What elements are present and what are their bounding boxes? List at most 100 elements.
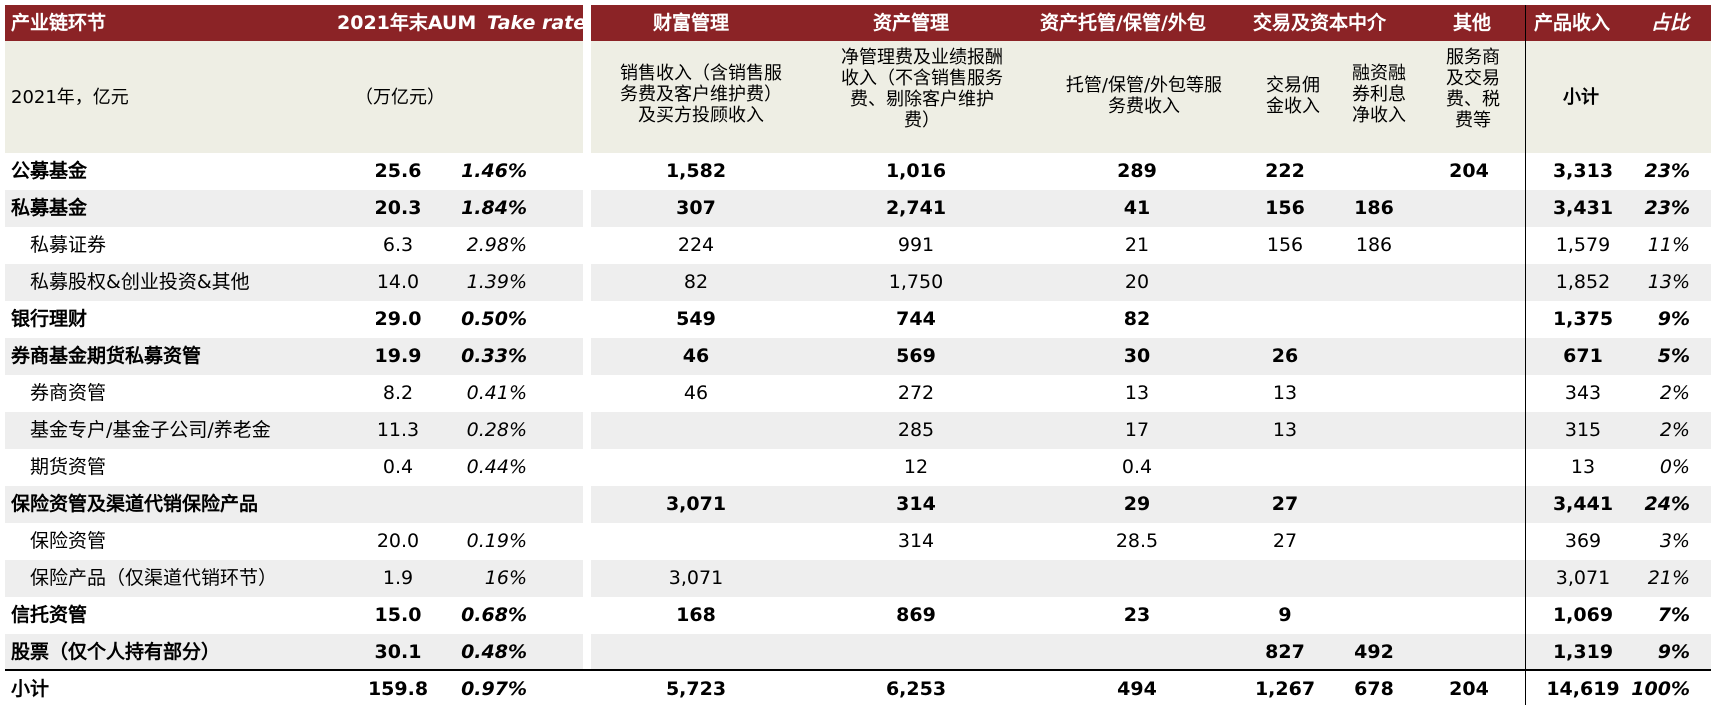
table-row: 股票（仅个人持有部分） 30.1 0.48% 827 492 1,319 9% xyxy=(5,634,1711,671)
cell-other xyxy=(1409,486,1529,523)
cell-other xyxy=(1409,227,1529,264)
cell-take: 0.50% xyxy=(461,308,527,330)
cell-asset: 272 xyxy=(897,382,935,404)
cell-custody: 17 xyxy=(1124,419,1150,441)
cell-aum: 20.3 xyxy=(374,197,422,219)
row-label: 券商资管 xyxy=(30,382,107,404)
row-label: 保险资管 xyxy=(30,530,107,552)
cell-other xyxy=(1409,597,1529,634)
cell-custody: 20 xyxy=(1124,271,1150,293)
asset-desc-line: 净管理费及业绩报酬 xyxy=(841,47,1003,68)
row-label: 小计 xyxy=(11,678,50,700)
cell-custody: 23 xyxy=(1123,604,1151,626)
cell-custody: 289 xyxy=(1117,160,1157,182)
cell-share: 24% xyxy=(1644,493,1690,515)
cell-revenue: 3,431 xyxy=(1552,197,1614,219)
row-label: 保险资管及渠道代销保险产品 xyxy=(11,493,259,515)
cell-asset: 569 xyxy=(896,345,936,367)
cell-commission: 1,267 xyxy=(1254,678,1316,700)
cell-aum: 25.6 xyxy=(374,160,422,182)
cell-revenue: 315 xyxy=(1564,419,1602,441)
row-label: 私募证券 xyxy=(30,234,107,256)
cell-revenue: 1,852 xyxy=(1555,271,1611,293)
cell-asset xyxy=(856,634,976,671)
cell-wealth: 5,723 xyxy=(665,678,727,700)
cell-take: 0.33% xyxy=(461,345,527,367)
other-desc-line: 费、税 xyxy=(1446,89,1500,110)
margin-desc-line: 净收入 xyxy=(1352,105,1406,126)
cell-aum: 14.0 xyxy=(376,271,420,293)
cell-wealth: 46 xyxy=(683,382,709,404)
cell-share: 2% xyxy=(1659,382,1690,404)
cell-take: 1.39% xyxy=(466,271,527,293)
cell-wealth: 3,071 xyxy=(668,567,724,589)
table-row: 私募股权&创业投资&其他 14.0 1.39% 82 1,750 20 1,852 13% xyxy=(5,264,1711,301)
cell-wealth xyxy=(636,449,756,486)
cell-take: 1.46% xyxy=(461,160,527,182)
asset-desc: 净管理费及业绩报酬 收入（不含销售服务 费、剔除客户维护 费） xyxy=(813,47,1031,131)
cell-commission: 13 xyxy=(1272,419,1298,441)
cell-share: 11% xyxy=(1647,234,1690,256)
cell-other xyxy=(1409,301,1529,338)
cell-take: 0.44% xyxy=(466,456,527,478)
row-label: 银行理财 xyxy=(11,308,88,330)
cell-asset: 6,253 xyxy=(885,678,947,700)
cell-commission: 27 xyxy=(1272,530,1298,552)
cell-take: 0.41% xyxy=(466,382,527,404)
header-asset: 资产管理 xyxy=(873,12,950,34)
cell-custody: 0.4 xyxy=(1121,456,1153,478)
other-desc-line: 费等 xyxy=(1455,110,1491,131)
cell-take: 2.98% xyxy=(466,234,527,256)
cell-commission: 27 xyxy=(1271,493,1299,515)
cell-revenue: 3,071 xyxy=(1555,567,1611,589)
other-desc: 服务商 及交易 费、税 费等 xyxy=(1433,47,1513,131)
cell-aum: 0.4 xyxy=(382,456,414,478)
cell-custody: 13 xyxy=(1124,382,1150,404)
cell-commission: 827 xyxy=(1265,641,1305,663)
cell-asset: 1,016 xyxy=(885,160,947,182)
cell-revenue: 3,441 xyxy=(1552,493,1614,515)
header-aum: 2021年末AUM xyxy=(337,12,477,34)
cell-share: 23% xyxy=(1644,197,1690,219)
cell-share: 13% xyxy=(1647,271,1690,293)
row-label: 公募基金 xyxy=(11,160,88,182)
cell-asset: 869 xyxy=(896,604,936,626)
table-row: 私募证券 6.3 2.98% 224 991 21 156 186 1,579 11% xyxy=(5,227,1711,264)
cell-asset: 285 xyxy=(897,419,935,441)
row-label: 私募基金 xyxy=(11,197,88,219)
cell-aum: 29.0 xyxy=(374,308,422,330)
header-take-rate: Take rate xyxy=(487,12,587,34)
cell-revenue: 1,579 xyxy=(1555,234,1611,256)
header-wealth: 财富管理 xyxy=(653,12,730,34)
header-band-right: 财富管理 资产管理 资产托管/保管/外包 交易及资本中介 其他 产品收入 占比 xyxy=(591,5,1711,41)
custody-desc-line: 托管/保管/外包等服 xyxy=(1065,75,1223,96)
cell-other xyxy=(1409,412,1529,449)
cell-share: 9% xyxy=(1657,641,1690,663)
cell-other: 204 xyxy=(1449,678,1489,700)
cell-share: 3% xyxy=(1659,530,1690,552)
row-label: 基金专户/基金子公司/养老金 xyxy=(30,419,271,441)
cell-commission: 26 xyxy=(1271,345,1299,367)
cell-revenue: 671 xyxy=(1563,345,1603,367)
table-row: 保险资管及渠道代销保险产品 3,071 314 29 27 3,441 24% xyxy=(5,486,1711,523)
wealth-desc-line: 及买方投顾收入 xyxy=(638,105,764,126)
cell-share: 100% xyxy=(1631,678,1690,700)
cell-wealth: 168 xyxy=(676,604,716,626)
cell-other xyxy=(1409,338,1529,375)
table-row: 私募基金 20.3 1.84% 307 2,741 41 156 186 3,431 23% xyxy=(5,190,1711,227)
cell-aum: 30.1 xyxy=(374,641,422,663)
row-label: 股票（仅个人持有部分） xyxy=(11,641,221,663)
cell-share: 9% xyxy=(1657,308,1690,330)
cell-commission: 13 xyxy=(1272,382,1298,404)
cell-revenue: 3,313 xyxy=(1552,160,1614,182)
cell-commission: 156 xyxy=(1265,197,1305,219)
table-row: 信托资管 15.0 0.68% 168 869 23 9 1,069 7% xyxy=(5,597,1711,634)
asset-desc-line: 费、剔除客户维护 xyxy=(850,89,994,110)
wealth-desc-line: 务费及客户维护费） xyxy=(620,84,782,105)
margin-desc: 融资融 券利息 净收入 xyxy=(1339,63,1419,126)
cell-wealth: 46 xyxy=(682,345,710,367)
cell-asset: 314 xyxy=(896,493,936,515)
table-row: 小计 159.8 0.97% 5,723 6,253 494 1,267 678 204 14,6… xyxy=(5,671,1711,708)
wealth-desc-line: 销售收入（含销售服 xyxy=(620,63,782,84)
custody-desc-line: 务费收入 xyxy=(1108,96,1180,117)
